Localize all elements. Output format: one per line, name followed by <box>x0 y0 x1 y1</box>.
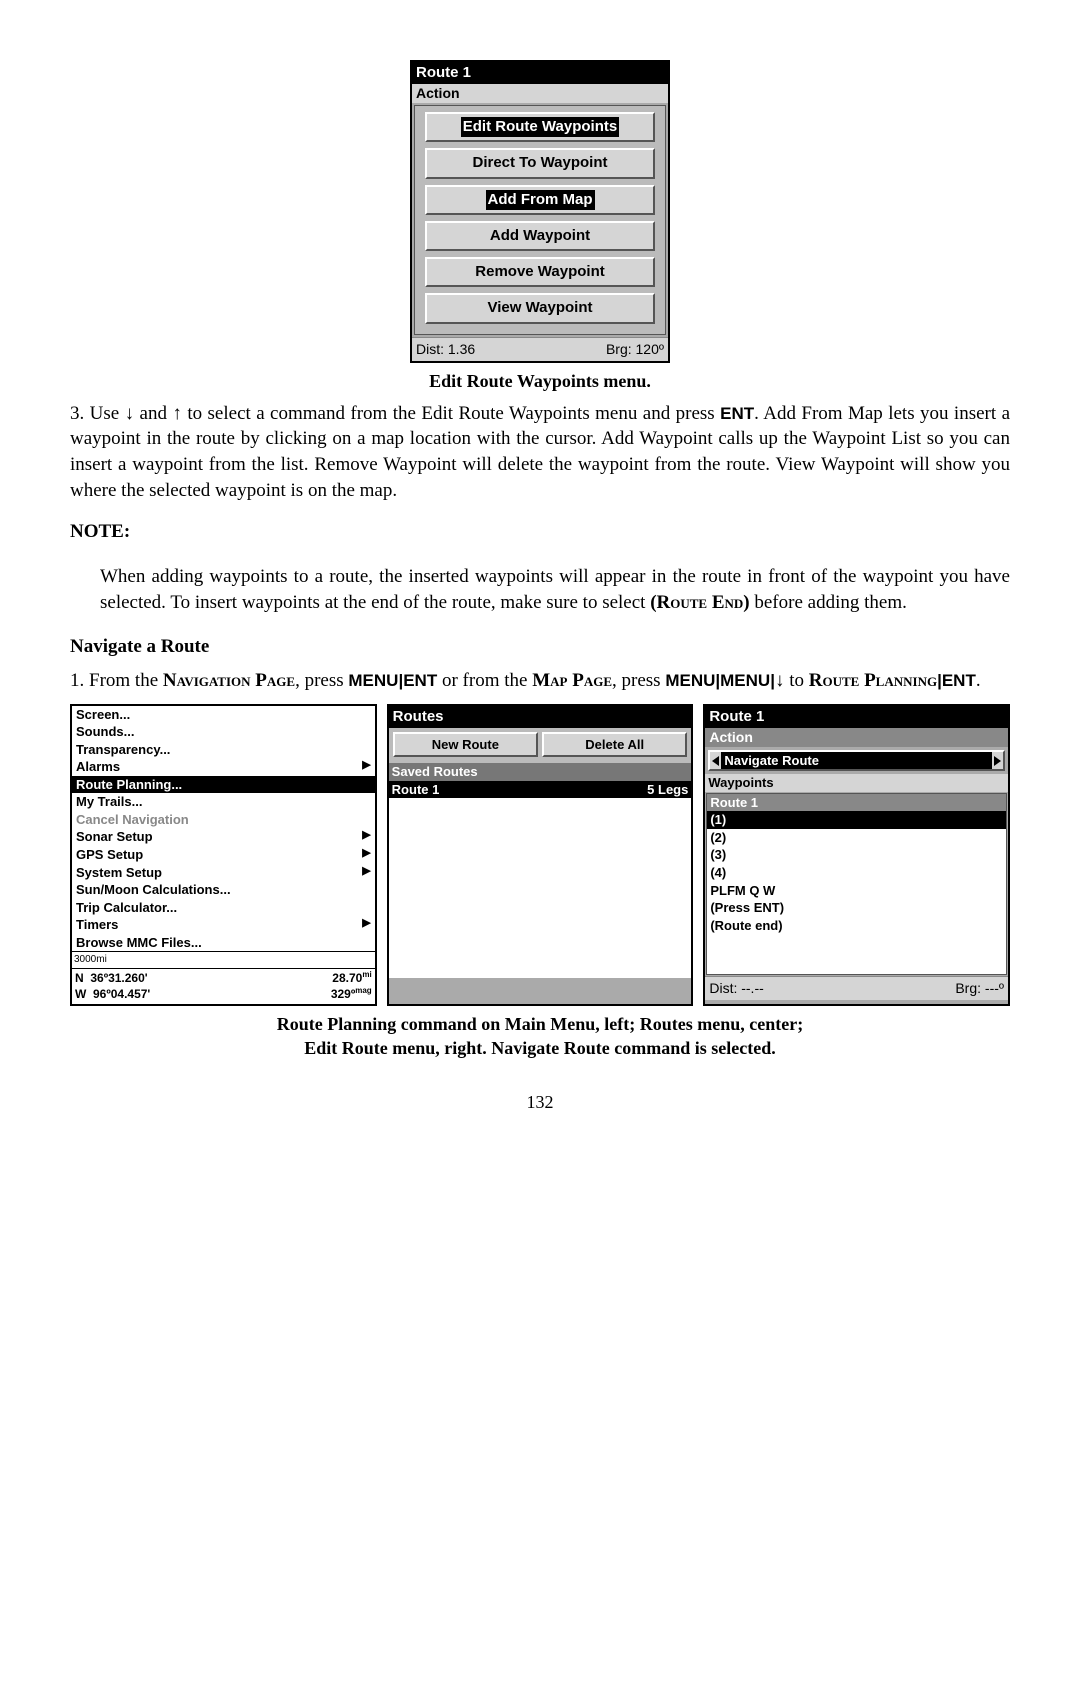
waypoint-row[interactable]: (4) <box>707 864 1006 882</box>
menu-item[interactable]: Transparency... <box>72 741 375 759</box>
waypoint-row[interactable]: (Press ENT) <box>707 899 1006 917</box>
menu-item[interactable]: Timers▶ <box>72 916 375 934</box>
main-menu-screenshot: Screen... Sounds... Transparency... Alar… <box>70 704 377 1006</box>
waypoint-row[interactable]: (Route end) <box>707 917 1006 935</box>
map-scale-strip: 3000mi <box>72 951 375 968</box>
status-line: Dist: 1.36 Brg: 120º <box>412 337 668 361</box>
left-arrow-icon <box>712 756 719 766</box>
routes-title: Routes <box>389 706 692 728</box>
waypoint-row[interactable]: (2) <box>707 829 1006 847</box>
status-line-2: Dist: --.-- Brg: ---º <box>705 976 1008 1000</box>
menu-item[interactable]: Sonar Setup▶ <box>72 828 375 846</box>
route1-title: Route 1 <box>705 706 1008 728</box>
delete-all-button[interactable]: Delete All <box>542 732 687 758</box>
right-arrow-icon <box>994 756 1001 766</box>
direct-to-waypoint-button[interactable]: Direct To Waypoint <box>425 148 655 178</box>
action-label: Action <box>412 84 668 103</box>
waypoint-row[interactable]: (3) <box>707 846 1006 864</box>
view-waypoint-button[interactable]: View Waypoint <box>425 293 655 323</box>
step-3-text: 3. Use ↓ and ↑ to select a command from … <box>70 401 1010 504</box>
menu-item-selected[interactable]: Route Planning... <box>72 776 375 794</box>
coords-panel: N 36º31.260'28.70mi W 96º04.457'329ºmag <box>72 968 375 1003</box>
dist-value: Dist: 1.36 <box>416 340 475 359</box>
waypoint-row[interactable]: Route 1 <box>707 794 1006 812</box>
edit-route-screenshot-2: Route 1 Action Navigate Route Waypoints … <box>703 704 1010 1006</box>
navigate-route-button[interactable]: Navigate Route <box>708 750 1005 772</box>
add-from-map-button[interactable]: Add From Map <box>425 185 655 215</box>
window-title: Route 1 <box>412 62 668 84</box>
edit-route-waypoints-button[interactable]: Edit Route Waypoints <box>425 112 655 142</box>
brg-value: Brg: 120º <box>606 340 664 359</box>
navigate-route-heading: Navigate a Route <box>70 634 1010 660</box>
menu-item[interactable]: My Trails... <box>72 793 375 811</box>
edit-route-screenshot: Route 1 Action Edit Route Waypoints Dire… <box>410 60 670 363</box>
brg-value-2: Brg: ---º <box>955 979 1004 998</box>
caption-2b: Edit Route menu, right. Navigate Route c… <box>70 1036 1010 1060</box>
caption-1: Edit Route Waypoints menu. <box>70 369 1010 393</box>
step-1-text: 1. From the Navigation Page, press MENU|… <box>70 668 1010 694</box>
routes-empty-area <box>389 798 692 978</box>
add-waypoint-button[interactable]: Add Waypoint <box>425 221 655 251</box>
menu-item-disabled: Cancel Navigation <box>72 811 375 829</box>
menu-item[interactable]: System Setup▶ <box>72 864 375 882</box>
dist-value-2: Dist: --.-- <box>709 979 763 998</box>
menu-item[interactable]: Browse MMC Files... <box>72 934 375 952</box>
caption-2a: Route Planning command on Main Menu, lef… <box>70 1012 1010 1036</box>
note-heading: NOTE: <box>70 519 1010 545</box>
action-label-2: Action <box>705 728 1008 747</box>
waypoint-row-selected[interactable]: (1) <box>707 811 1006 829</box>
saved-routes-header: Saved Routes <box>389 763 692 781</box>
note-body: When adding waypoints to a route, the in… <box>100 564 1010 615</box>
menu-item[interactable]: Sounds... <box>72 723 375 741</box>
remove-waypoint-button[interactable]: Remove Waypoint <box>425 257 655 287</box>
waypoint-row[interactable]: PLFM Q W <box>707 882 1006 900</box>
waypoints-header: Waypoints <box>705 774 1008 792</box>
menu-item[interactable]: Sun/Moon Calculations... <box>72 881 375 899</box>
new-route-button[interactable]: New Route <box>393 732 538 758</box>
menu-item[interactable]: Alarms▶ <box>72 758 375 776</box>
page-number: 132 <box>70 1090 1010 1114</box>
menu-item[interactable]: Trip Calculator... <box>72 899 375 917</box>
saved-route-row[interactable]: Route 15 Legs <box>389 781 692 799</box>
routes-screenshot: Routes New Route Delete All Saved Routes… <box>387 704 694 1006</box>
menu-item[interactable]: Screen... <box>72 706 375 724</box>
menu-item[interactable]: GPS Setup▶ <box>72 846 375 864</box>
